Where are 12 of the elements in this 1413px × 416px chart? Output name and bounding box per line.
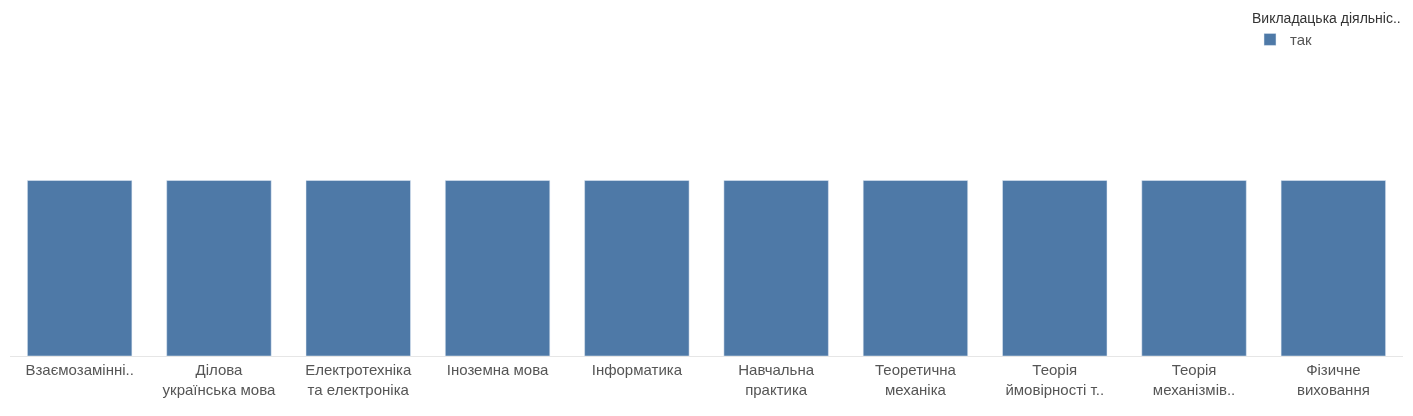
x-tick-label: Ділова українська мова [162, 361, 276, 398]
legend-label: так [1290, 31, 1313, 49]
x-tick-label: Інформатика [591, 361, 683, 378]
x-tick-label: Іноземна мова [446, 361, 549, 378]
x-tick-label: Фізичне виховання [1296, 361, 1370, 398]
x-tick-label: Теорія механізмів.. [1152, 361, 1236, 398]
x-tick-label: Взаємозамінні.. [25, 361, 134, 378]
legend-title: Викладацька діяльніс.. [1252, 10, 1401, 27]
x-tick-label: Навчальна практика [738, 361, 815, 398]
x-tick-label: Електротехніка та електроніка [305, 361, 412, 398]
x-tick-label: Теорія ймовірності т.. [1005, 361, 1105, 398]
x-tick-label: Теоретична механіка [875, 361, 957, 398]
